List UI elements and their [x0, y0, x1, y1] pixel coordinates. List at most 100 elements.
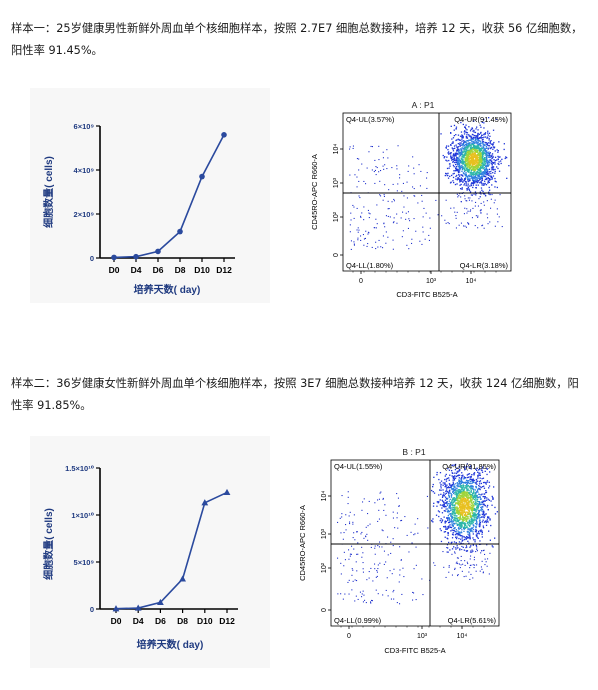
event-dot — [450, 486, 452, 489]
event-dot — [383, 195, 385, 197]
event-dot — [464, 512, 467, 514]
event-dot — [445, 484, 447, 486]
event-dot — [452, 491, 454, 493]
event-dot — [453, 166, 455, 168]
event-dot — [469, 532, 471, 535]
event-dot — [350, 212, 352, 214]
event-dot — [498, 163, 500, 166]
event-dot — [472, 487, 474, 490]
event-dot — [489, 175, 491, 177]
event-dot — [459, 151, 461, 153]
event-dot — [455, 562, 457, 564]
event-dot — [447, 503, 450, 505]
event-dot — [469, 528, 471, 530]
event-dot — [413, 195, 415, 197]
event-dot — [489, 179, 491, 181]
series-line — [115, 491, 228, 610]
event-dot — [478, 469, 480, 471]
event-dot — [462, 563, 464, 565]
event-dot — [478, 175, 480, 178]
event-dot — [376, 167, 378, 169]
event-dot — [488, 161, 490, 164]
event-dot — [460, 148, 462, 150]
event-dot — [401, 236, 403, 238]
event-dot — [471, 521, 473, 523]
event-dot — [368, 217, 370, 219]
event-dot — [459, 181, 461, 183]
event-dot — [452, 137, 455, 139]
event-dot — [468, 537, 470, 539]
flow-x-tick-label: 10³ — [417, 633, 428, 640]
event-dot — [399, 574, 401, 576]
event-dot — [454, 153, 456, 155]
event-dot — [493, 146, 496, 148]
event-dot — [417, 532, 419, 534]
event-dot — [472, 550, 474, 552]
event-dot — [468, 489, 470, 492]
event-dot — [457, 153, 459, 155]
event-dot — [483, 167, 485, 169]
event-dot — [479, 147, 481, 150]
event-dot — [452, 154, 454, 156]
event-dot — [451, 517, 453, 519]
quadrant-ur-label: Q4-UR(91.45%) — [454, 115, 508, 124]
event-dot — [415, 599, 417, 601]
event-dot — [473, 509, 475, 511]
event-dot — [391, 167, 393, 169]
flow-x-tick-label: 10⁴ — [466, 278, 477, 285]
event-dot — [485, 167, 487, 169]
event-dot — [404, 516, 406, 518]
event-dot — [475, 492, 477, 494]
event-dot — [382, 157, 384, 159]
event-dot — [471, 508, 473, 510]
event-dot — [488, 117, 490, 119]
event-dot — [482, 137, 484, 139]
event-dot — [450, 506, 452, 509]
event-dot — [451, 503, 453, 506]
event-dot — [460, 158, 463, 160]
event-dot — [477, 510, 479, 512]
event-dot — [376, 223, 378, 225]
event-dot — [483, 511, 485, 513]
event-dot — [489, 152, 491, 154]
event-dot — [453, 489, 455, 491]
event-dot — [468, 519, 470, 521]
event-dot — [452, 479, 454, 481]
event-dot — [467, 154, 469, 156]
event-dot — [471, 137, 474, 140]
event-dot — [443, 504, 445, 506]
event-dot — [449, 474, 451, 476]
y-tick-label: 2×10⁹ — [74, 210, 95, 219]
flow-y-tick-label: 10² — [333, 211, 340, 222]
event-dot — [432, 486, 434, 488]
event-dot — [457, 490, 459, 492]
event-dot — [468, 510, 470, 512]
event-dot — [422, 226, 424, 228]
event-dot — [490, 175, 492, 177]
event-dot — [466, 519, 468, 522]
event-dot — [472, 144, 475, 147]
event-dot — [466, 494, 468, 496]
event-dot — [459, 139, 461, 141]
event-dot — [359, 591, 361, 593]
event-dot — [472, 174, 475, 176]
event-dot — [399, 546, 401, 548]
event-dot — [347, 496, 349, 498]
event-dot — [473, 156, 475, 158]
event-dot — [351, 545, 353, 547]
event-dot — [492, 168, 494, 170]
event-dot — [452, 510, 454, 513]
event-dot — [456, 156, 458, 159]
event-dot — [467, 524, 469, 526]
event-dot — [453, 511, 455, 514]
event-dot — [421, 194, 423, 196]
event-dot — [475, 138, 477, 140]
event-dot — [458, 139, 461, 141]
event-dot — [454, 472, 456, 474]
event-dot — [479, 509, 482, 511]
event-dot — [475, 187, 477, 189]
event-dot — [468, 165, 470, 168]
event-dot — [454, 514, 456, 516]
event-dot — [455, 542, 457, 544]
event-dot — [458, 523, 460, 526]
